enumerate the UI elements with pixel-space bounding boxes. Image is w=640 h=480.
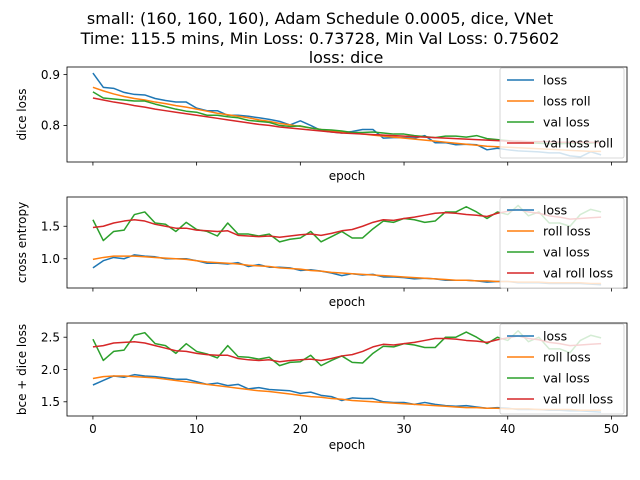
x-axis-label: epoch xyxy=(329,169,366,183)
legend: loss roll loss val loss val roll loss xyxy=(499,197,625,289)
legend-frame xyxy=(499,197,625,289)
legend-label: val roll loss xyxy=(543,266,613,281)
y-tick-label: 1.0 xyxy=(41,252,60,266)
x-tick-label: 10 xyxy=(189,422,204,436)
legend-label: loss xyxy=(543,203,567,218)
chart-bce-dice-loss: 0 10 20 30 40 50 1.5 2.0 2.5 epoch bce + dice loss… xyxy=(15,322,628,452)
y-tick-label: 1.5 xyxy=(41,395,60,409)
x-axis-label: epoch xyxy=(329,438,366,452)
legend-label: loss roll xyxy=(543,94,591,109)
y-axis-label: cross entropy xyxy=(15,202,29,283)
legend-label: val loss xyxy=(543,245,590,260)
y-tick-label: 0.9 xyxy=(41,68,60,82)
chart-cross-entropy: 1.0 1.5 epoch cross entropy loss roll loss val… xyxy=(15,196,628,309)
legend: loss loss roll val loss val loss roll xyxy=(499,67,625,159)
x-tick-label: 0 xyxy=(89,422,97,436)
figure-title-line-2: Time: 115.5 mins, Min Loss: 0.73728, Min… xyxy=(80,29,560,48)
legend-frame xyxy=(499,323,625,415)
y-tick-label: 1.5 xyxy=(41,220,60,234)
figure-title-line-1: small: (160, 160, 160), Adam Schedule 0.… xyxy=(87,9,553,28)
legend-frame xyxy=(499,67,625,159)
legend-label: val loss roll xyxy=(543,136,613,151)
x-tick-label: 40 xyxy=(500,422,515,436)
legend-label: val roll loss xyxy=(543,392,613,407)
y-tick-label: 2.5 xyxy=(41,331,60,345)
x-tick-label: 30 xyxy=(396,422,411,436)
legend-label: roll loss xyxy=(543,350,591,365)
y-tick-label: 0.8 xyxy=(41,119,60,133)
y-axis-label: bce + dice loss xyxy=(15,324,29,415)
axes-frame xyxy=(66,196,628,289)
legend-label: loss xyxy=(543,73,567,88)
y-axis-label: dice loss xyxy=(15,89,29,141)
legend-label: val loss xyxy=(543,371,590,386)
x-tick-label: 50 xyxy=(604,422,619,436)
legend: loss roll loss val loss val roll loss xyxy=(499,323,625,415)
chart-dice-loss: 0.8 0.9 epoch dice loss loss loss roll val los… xyxy=(15,66,628,183)
y-tick-label: 2.0 xyxy=(41,363,60,377)
axes-frame xyxy=(66,66,628,163)
legend-label: roll loss xyxy=(543,224,591,239)
legend-label: loss xyxy=(543,329,567,344)
figure-title-line-3: loss: dice xyxy=(309,48,384,67)
x-axis-label: epoch xyxy=(329,295,366,309)
legend-label: val loss xyxy=(543,115,590,130)
x-tick-label: 20 xyxy=(293,422,308,436)
